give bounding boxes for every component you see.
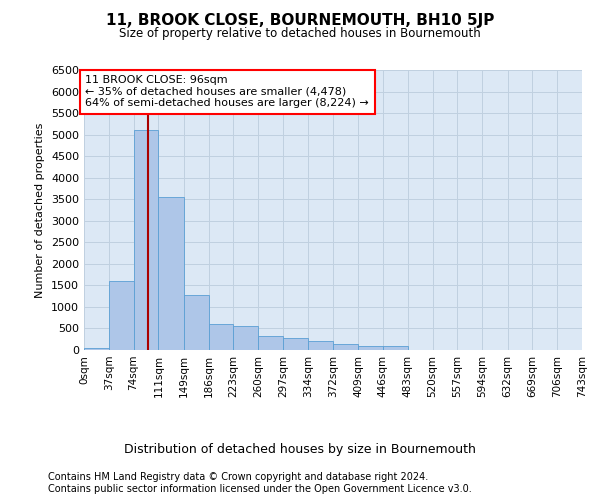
Bar [209, 324, 233, 350]
Bar [334, 344, 358, 350]
Text: Size of property relative to detached houses in Bournemouth: Size of property relative to detached ho… [119, 28, 481, 40]
Bar [158, 197, 184, 350]
Text: Contains public sector information licensed under the Open Government Licence v3: Contains public sector information licen… [48, 484, 472, 494]
Bar [184, 295, 209, 350]
Y-axis label: Number of detached properties: Number of detached properties [35, 122, 46, 298]
Text: Distribution of detached houses by size in Bournemouth: Distribution of detached houses by size … [124, 442, 476, 456]
Bar [134, 130, 158, 350]
Bar [383, 346, 408, 350]
Text: 11 BROOK CLOSE: 96sqm
← 35% of detached houses are smaller (4,478)
64% of semi-d: 11 BROOK CLOSE: 96sqm ← 35% of detached … [85, 75, 369, 108]
Bar [84, 348, 109, 350]
Bar [233, 326, 258, 350]
Text: Contains HM Land Registry data © Crown copyright and database right 2024.: Contains HM Land Registry data © Crown c… [48, 472, 428, 482]
Bar [283, 338, 308, 350]
Text: 11, BROOK CLOSE, BOURNEMOUTH, BH10 5JP: 11, BROOK CLOSE, BOURNEMOUTH, BH10 5JP [106, 12, 494, 28]
Bar [358, 346, 383, 350]
Bar [308, 342, 334, 350]
Bar [109, 281, 134, 350]
Bar [258, 336, 283, 350]
